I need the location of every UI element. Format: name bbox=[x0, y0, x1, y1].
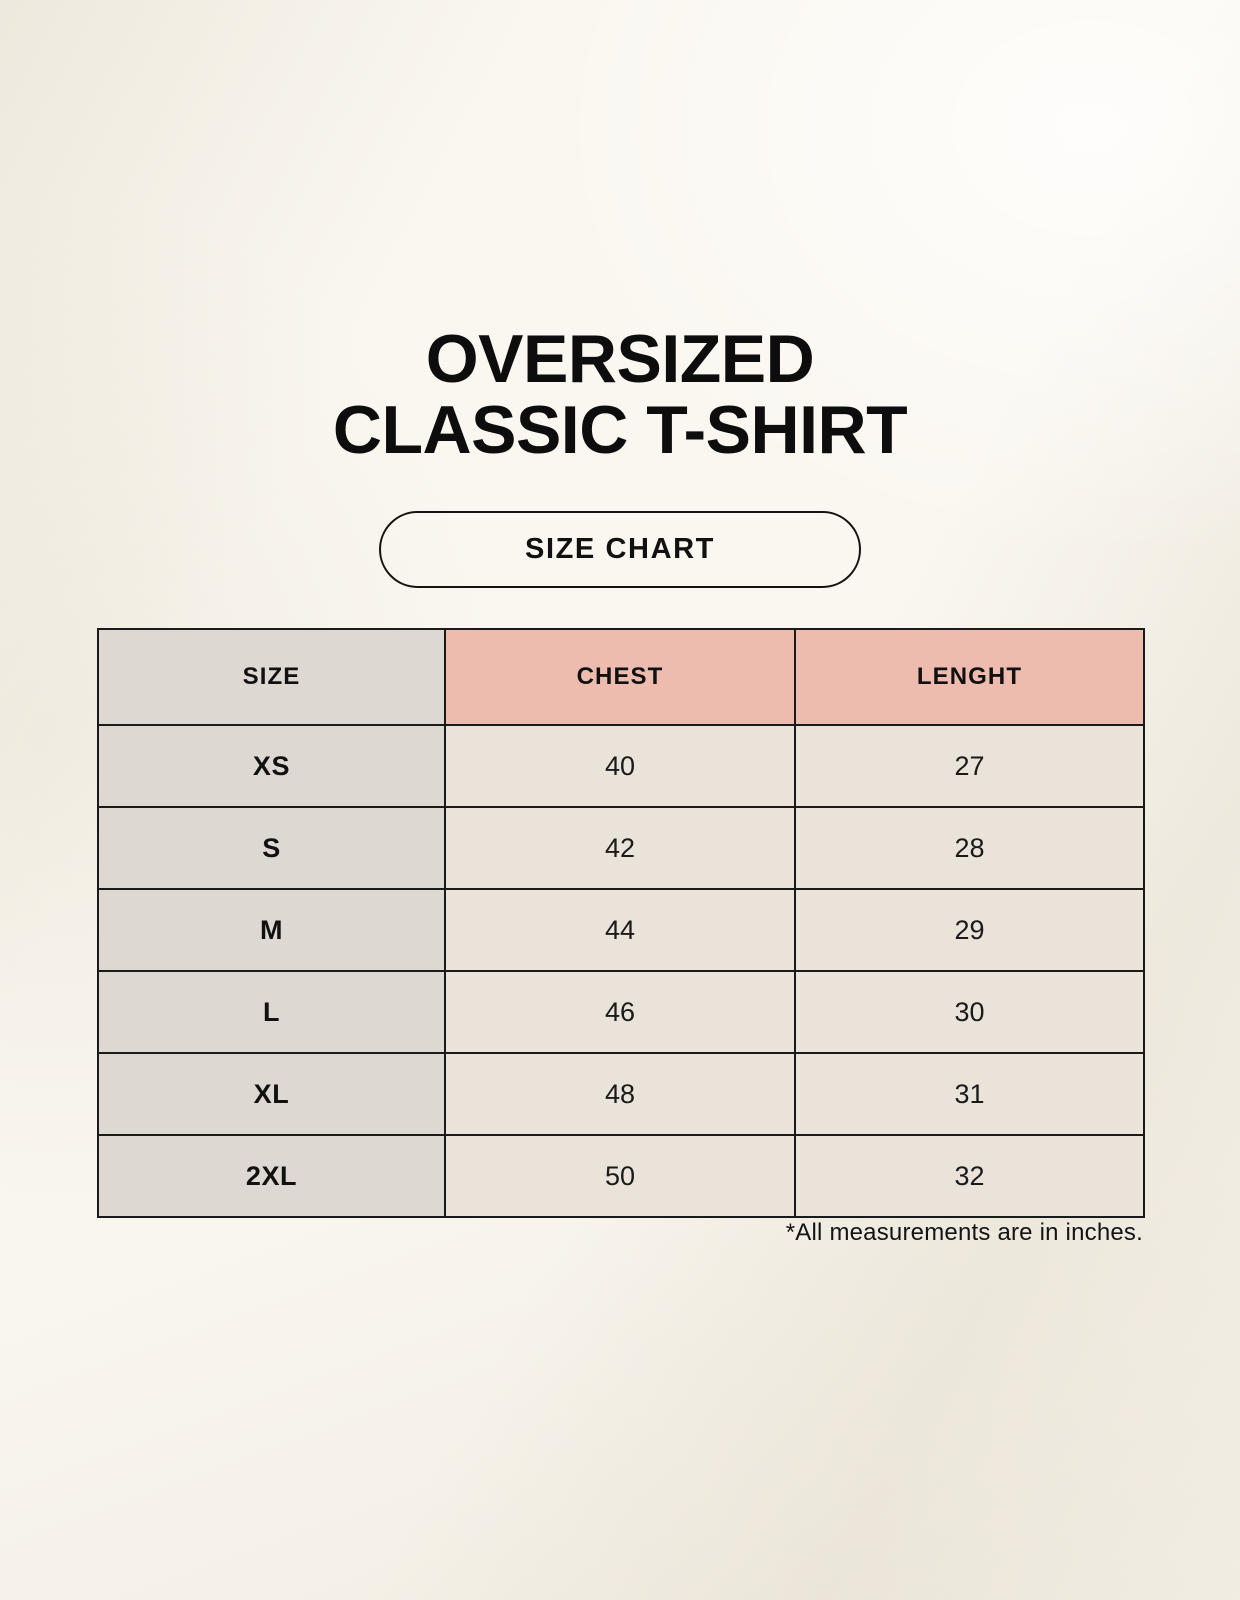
cell-size: XL bbox=[97, 1052, 446, 1136]
cell-size: M bbox=[97, 888, 446, 972]
cell-chest: 50 bbox=[444, 1134, 796, 1218]
cell-length: 29 bbox=[794, 888, 1145, 972]
cell-chest: 40 bbox=[444, 724, 796, 808]
size-table-wrapper: SIZE CHEST LENGHT XS 40 27 S 42 28 M bbox=[97, 628, 1145, 1218]
page-title: OVERSIZED CLASSIC T-SHIRT bbox=[0, 321, 1240, 469]
size-chart-badge: SIZE CHART bbox=[379, 511, 861, 588]
size-table: SIZE CHEST LENGHT XS 40 27 S 42 28 M bbox=[97, 628, 1145, 1218]
size-table-body: XS 40 27 S 42 28 M 44 29 L 46 30 bbox=[97, 724, 1145, 1218]
size-chart-badge-label: SIZE CHART bbox=[525, 533, 715, 565]
title-line-1: OVERSIZED bbox=[425, 321, 815, 397]
title-line-2: CLASSIC T-SHIRT bbox=[332, 392, 908, 469]
cell-size: S bbox=[97, 806, 446, 890]
cell-length: 30 bbox=[794, 970, 1145, 1054]
column-header-length: LENGHT bbox=[794, 628, 1145, 726]
cell-chest: 42 bbox=[444, 806, 796, 890]
table-row: XS 40 27 bbox=[97, 724, 1145, 808]
table-row: XL 48 31 bbox=[97, 1052, 1145, 1136]
cell-size: XS bbox=[97, 724, 446, 808]
table-row: S 42 28 bbox=[97, 806, 1145, 890]
column-header-chest: CHEST bbox=[444, 628, 796, 726]
table-row: 2XL 50 32 bbox=[97, 1134, 1145, 1218]
column-header-size: SIZE bbox=[97, 628, 446, 726]
cell-length: 31 bbox=[794, 1052, 1145, 1136]
cell-length: 28 bbox=[794, 806, 1145, 890]
table-header-row: SIZE CHEST LENGHT bbox=[97, 628, 1145, 726]
cell-chest: 48 bbox=[444, 1052, 796, 1136]
measurement-note: *All measurements are in inches. bbox=[785, 1219, 1143, 1246]
cell-chest: 44 bbox=[444, 888, 796, 972]
cell-size: 2XL bbox=[97, 1134, 446, 1218]
table-row: M 44 29 bbox=[97, 888, 1145, 972]
cell-size: L bbox=[97, 970, 446, 1054]
table-row: L 46 30 bbox=[97, 970, 1145, 1054]
size-chart-badge-wrapper: SIZE CHART bbox=[0, 511, 1240, 588]
cell-length: 27 bbox=[794, 724, 1145, 808]
cell-chest: 46 bbox=[444, 970, 796, 1054]
size-table-header: SIZE CHEST LENGHT bbox=[97, 628, 1145, 726]
cell-length: 32 bbox=[794, 1134, 1145, 1218]
